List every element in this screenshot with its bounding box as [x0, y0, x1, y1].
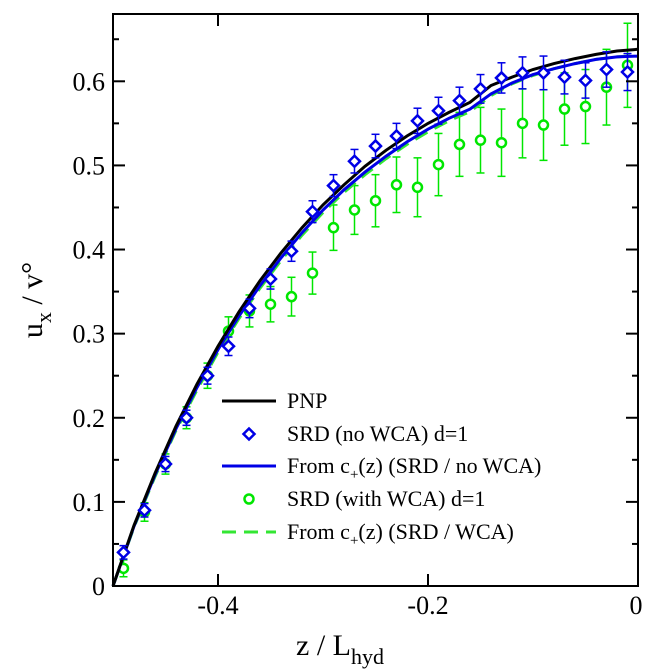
data-point-circle [285, 290, 298, 303]
legend-label-pre: From c [287, 519, 350, 544]
legend-label-from-cplus-no-wca: From c+(z) (SRD / no WCA) [287, 453, 541, 483]
x-tick-label: -0.2 [407, 591, 448, 620]
data-point-diamond [368, 138, 383, 154]
data-point-diamond [473, 81, 488, 97]
legend-entry-from-cplus-no-wca: From c+(z) (SRD / no WCA) [222, 453, 541, 483]
data-point-diamond [347, 153, 362, 169]
legend-label-post: (z) (SRD / WCA) [358, 519, 513, 544]
y-tick-label: 0.1 [73, 488, 106, 517]
y-tick-label: 0.4 [73, 236, 106, 265]
series-line [111, 54, 639, 587]
data-point-circle [348, 204, 361, 216]
data-point-circle [390, 179, 403, 191]
legend-label-pre: From c [287, 453, 350, 478]
x-tick-label: -0.4 [197, 591, 238, 620]
data-point-diamond [515, 65, 530, 81]
y-tick-label: 0 [92, 572, 105, 601]
x-axis-label-main: z / L [296, 629, 351, 662]
legend-entry-srd-with-wca: SRD (with WCA) d=1 [243, 486, 485, 511]
data-point-diamond [242, 301, 257, 316]
data-point-diamond [578, 73, 593, 88]
data-point-circle [537, 119, 550, 131]
data-point-circle [411, 181, 424, 194]
x-axis-label-sub: hyd [351, 644, 384, 669]
y-axis-label-main: u [16, 323, 49, 338]
series-1 [116, 51, 635, 560]
legend-entry-pnp: PNP [222, 388, 327, 413]
data-point-diamond [116, 545, 131, 560]
legend-swatch-diamond-marker [241, 426, 257, 442]
data-point-diamond [494, 70, 509, 86]
data-point-diamond [263, 271, 278, 287]
data-point-diamond [557, 69, 572, 85]
data-point-diamond [326, 178, 341, 193]
legend-label-from-cplus-wca: From c+(z) (SRD / WCA) [287, 519, 514, 549]
legend-entry-srd-no-wca: SRD (no WCA) d=1 [241, 421, 468, 446]
data-point-diamond [137, 503, 152, 518]
y-tick-label: 0.2 [73, 404, 106, 433]
data-point-diamond [200, 368, 215, 383]
data-point-circle [432, 158, 445, 171]
legend: PNP SRD (no WCA) d=1 From c+(z) (SRD / n… [222, 388, 541, 549]
data-point-circle [327, 221, 340, 234]
data-point-circle [558, 103, 571, 115]
data-point-diamond [179, 410, 194, 426]
data-point-diamond [431, 103, 446, 119]
y-axis-label-rest: / v° [16, 262, 49, 312]
legend-label-sub: + [350, 533, 358, 549]
data-point-diamond [452, 93, 467, 108]
data-point-diamond [536, 65, 551, 81]
data-point-diamond [221, 338, 236, 354]
data-point-circle [495, 136, 508, 149]
data-point-diamond [389, 128, 404, 144]
data-point-diamond [284, 243, 299, 259]
data-point-diamond [620, 64, 635, 80]
legend-circle-marker [243, 493, 255, 505]
data-point-circle [579, 100, 592, 113]
legend-label-srd-no-wca: SRD (no WCA) d=1 [287, 421, 468, 446]
legend-label-pnp: PNP [287, 388, 327, 413]
legend-entry-from-cplus-wca: From c+(z) (SRD / WCA) [222, 519, 514, 549]
data-point-diamond [599, 62, 614, 77]
axis-ticks: -0.4 -0.2 0 0 0.1 0.2 0.3 0.4 0.5 0.6 [73, 14, 643, 620]
data-point-circle [516, 117, 529, 130]
data-point-circle [369, 194, 382, 207]
y-axis-label: ux / v° [16, 262, 56, 338]
data-point-diamond [158, 456, 173, 472]
legend-diamond-marker [241, 426, 257, 442]
series-2 [111, 54, 639, 587]
plot-frame [112, 13, 639, 587]
legend-label-sub: + [350, 467, 358, 483]
y-tick-label: 0.5 [73, 151, 106, 180]
legend-swatch-circle-marker [243, 493, 255, 505]
y-tick-label: 0.6 [73, 67, 106, 96]
legend-label-post: (z) (SRD / no WCA) [358, 453, 541, 478]
y-axis-label-sub: x [31, 312, 56, 323]
x-axis-label: z / Lhyd [296, 629, 384, 669]
y-tick-label: 0.3 [73, 320, 106, 349]
data-point-circle [474, 134, 487, 146]
data-point-circle [306, 267, 319, 279]
data-point-circle [453, 138, 466, 151]
legend-label-srd-with-wca: SRD (with WCA) d=1 [287, 486, 485, 511]
data-point-diamond [410, 113, 425, 129]
data-point-circle [264, 298, 277, 310]
plot-area [111, 22, 639, 587]
x-tick-label: 0 [630, 591, 643, 620]
data-point-diamond [305, 204, 320, 219]
